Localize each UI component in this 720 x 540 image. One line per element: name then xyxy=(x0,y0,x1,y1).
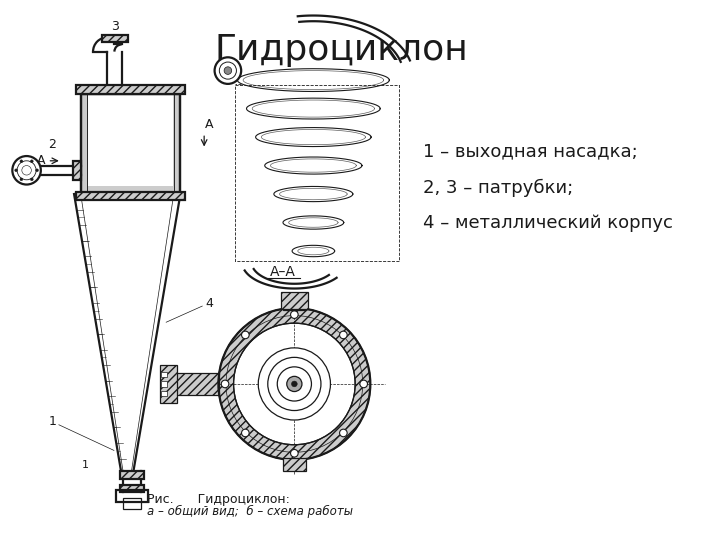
Bar xyxy=(283,458,306,471)
Bar xyxy=(176,373,220,395)
Bar xyxy=(283,296,306,310)
Text: A: A xyxy=(204,118,213,131)
Bar xyxy=(87,94,174,194)
Text: Рис.      Гидроциклон:: Рис. Гидроциклон: xyxy=(147,494,290,507)
Bar xyxy=(161,390,167,396)
Bar xyxy=(123,498,140,509)
Bar xyxy=(73,161,81,180)
Text: 2, 3 – патрубки;: 2, 3 – патрубки; xyxy=(423,178,573,197)
Text: 1: 1 xyxy=(48,415,56,428)
Circle shape xyxy=(241,429,249,437)
Circle shape xyxy=(30,178,33,181)
Text: а – общий вид;  б – схема работы: а – общий вид; б – схема работы xyxy=(147,505,354,518)
Bar xyxy=(81,94,89,194)
Wedge shape xyxy=(218,308,370,460)
Bar xyxy=(161,372,167,377)
Bar xyxy=(81,94,181,194)
Bar xyxy=(102,36,128,42)
Circle shape xyxy=(215,57,241,84)
Bar xyxy=(76,192,185,200)
Circle shape xyxy=(291,449,298,457)
Circle shape xyxy=(287,376,302,392)
Bar xyxy=(120,484,144,492)
Text: А–А: А–А xyxy=(270,265,296,279)
Text: 1: 1 xyxy=(82,460,89,470)
Text: 1 – выходная насадка;: 1 – выходная насадка; xyxy=(423,143,637,160)
Circle shape xyxy=(221,380,229,388)
Bar xyxy=(87,94,174,194)
Text: 4: 4 xyxy=(205,297,213,310)
Text: 2: 2 xyxy=(48,138,56,151)
Text: Гидроциклон: Гидроциклон xyxy=(215,32,469,66)
Circle shape xyxy=(20,160,23,163)
Bar xyxy=(160,365,176,403)
Circle shape xyxy=(291,311,298,319)
Circle shape xyxy=(30,160,33,163)
Circle shape xyxy=(258,348,330,420)
Bar xyxy=(161,381,167,387)
Circle shape xyxy=(14,169,17,172)
Bar xyxy=(81,186,181,194)
Circle shape xyxy=(241,331,249,339)
Bar xyxy=(281,292,307,309)
Text: 4 – металлический корпус: 4 – металлический корпус xyxy=(423,214,672,233)
Bar xyxy=(81,94,181,194)
Bar xyxy=(76,85,185,94)
Bar xyxy=(116,490,148,502)
Circle shape xyxy=(224,67,232,75)
Text: 3: 3 xyxy=(111,19,119,32)
Circle shape xyxy=(12,156,41,185)
Text: A: A xyxy=(37,154,45,167)
Circle shape xyxy=(20,178,23,181)
Bar xyxy=(120,471,144,479)
Circle shape xyxy=(292,381,297,387)
Circle shape xyxy=(360,380,367,388)
Circle shape xyxy=(340,331,347,339)
Circle shape xyxy=(340,429,347,437)
Circle shape xyxy=(35,169,38,172)
Bar xyxy=(173,94,181,194)
